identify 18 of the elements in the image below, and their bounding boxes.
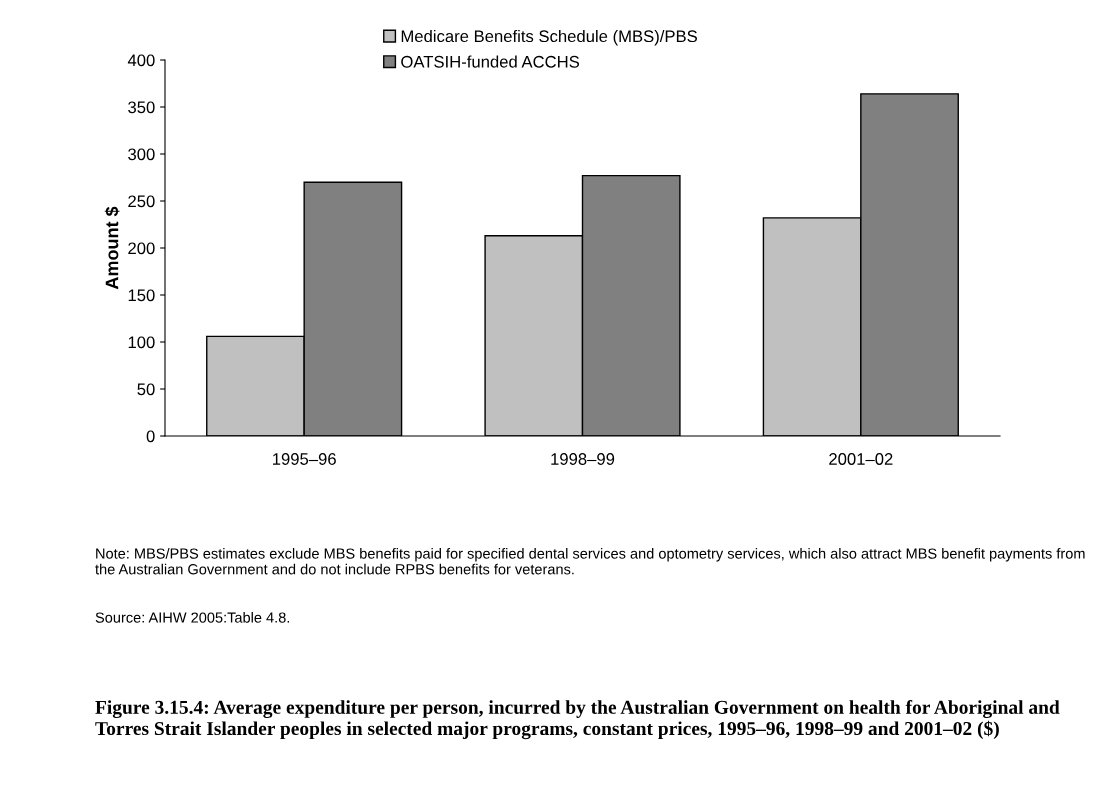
y-tick-label: 350 xyxy=(128,101,155,114)
text: Figure 3.15.4: Average expenditure per person, incurred by the Australian Government on health for Aboriginal and Torres Strait Islander peoples in selected major programs, constant prices, 1995–96, 1998–99 and 2001–02 ($) xyxy=(95,700,1060,740)
x-tick-label: 1995–96 xyxy=(273,453,336,465)
legend-label: Medicare Benefits Schedule (MBS)/PBS xyxy=(401,29,697,46)
y-tick-label: 50 xyxy=(137,383,155,396)
y-tick-label: 300 xyxy=(128,148,155,161)
source-note: Source: AIHW 2005:Table 4.8. xyxy=(95,612,290,623)
y-tick-label: 250 xyxy=(128,195,155,208)
text: Note: MBS/PBS estimates exclude MBS benefits paid for specified dental services and optometry services, which also attract MBS benefit payments from the Australian Government and do not include RPBS benefits for veterans. xyxy=(95,548,1085,575)
y-tick-label: 400 xyxy=(127,54,155,67)
y-tick-label: 100 xyxy=(128,336,155,349)
legend-label: OATSIH-funded ACCHS xyxy=(401,55,580,68)
y-axis-title: Amount $ xyxy=(104,206,120,290)
y-tick-label: 200 xyxy=(128,242,155,255)
x-tick-label: 2001–02 xyxy=(829,453,893,465)
y-tick-label: 0 xyxy=(146,430,155,443)
x-tick-label: 1998–99 xyxy=(551,453,615,465)
y-tick-label: 150 xyxy=(128,289,155,302)
